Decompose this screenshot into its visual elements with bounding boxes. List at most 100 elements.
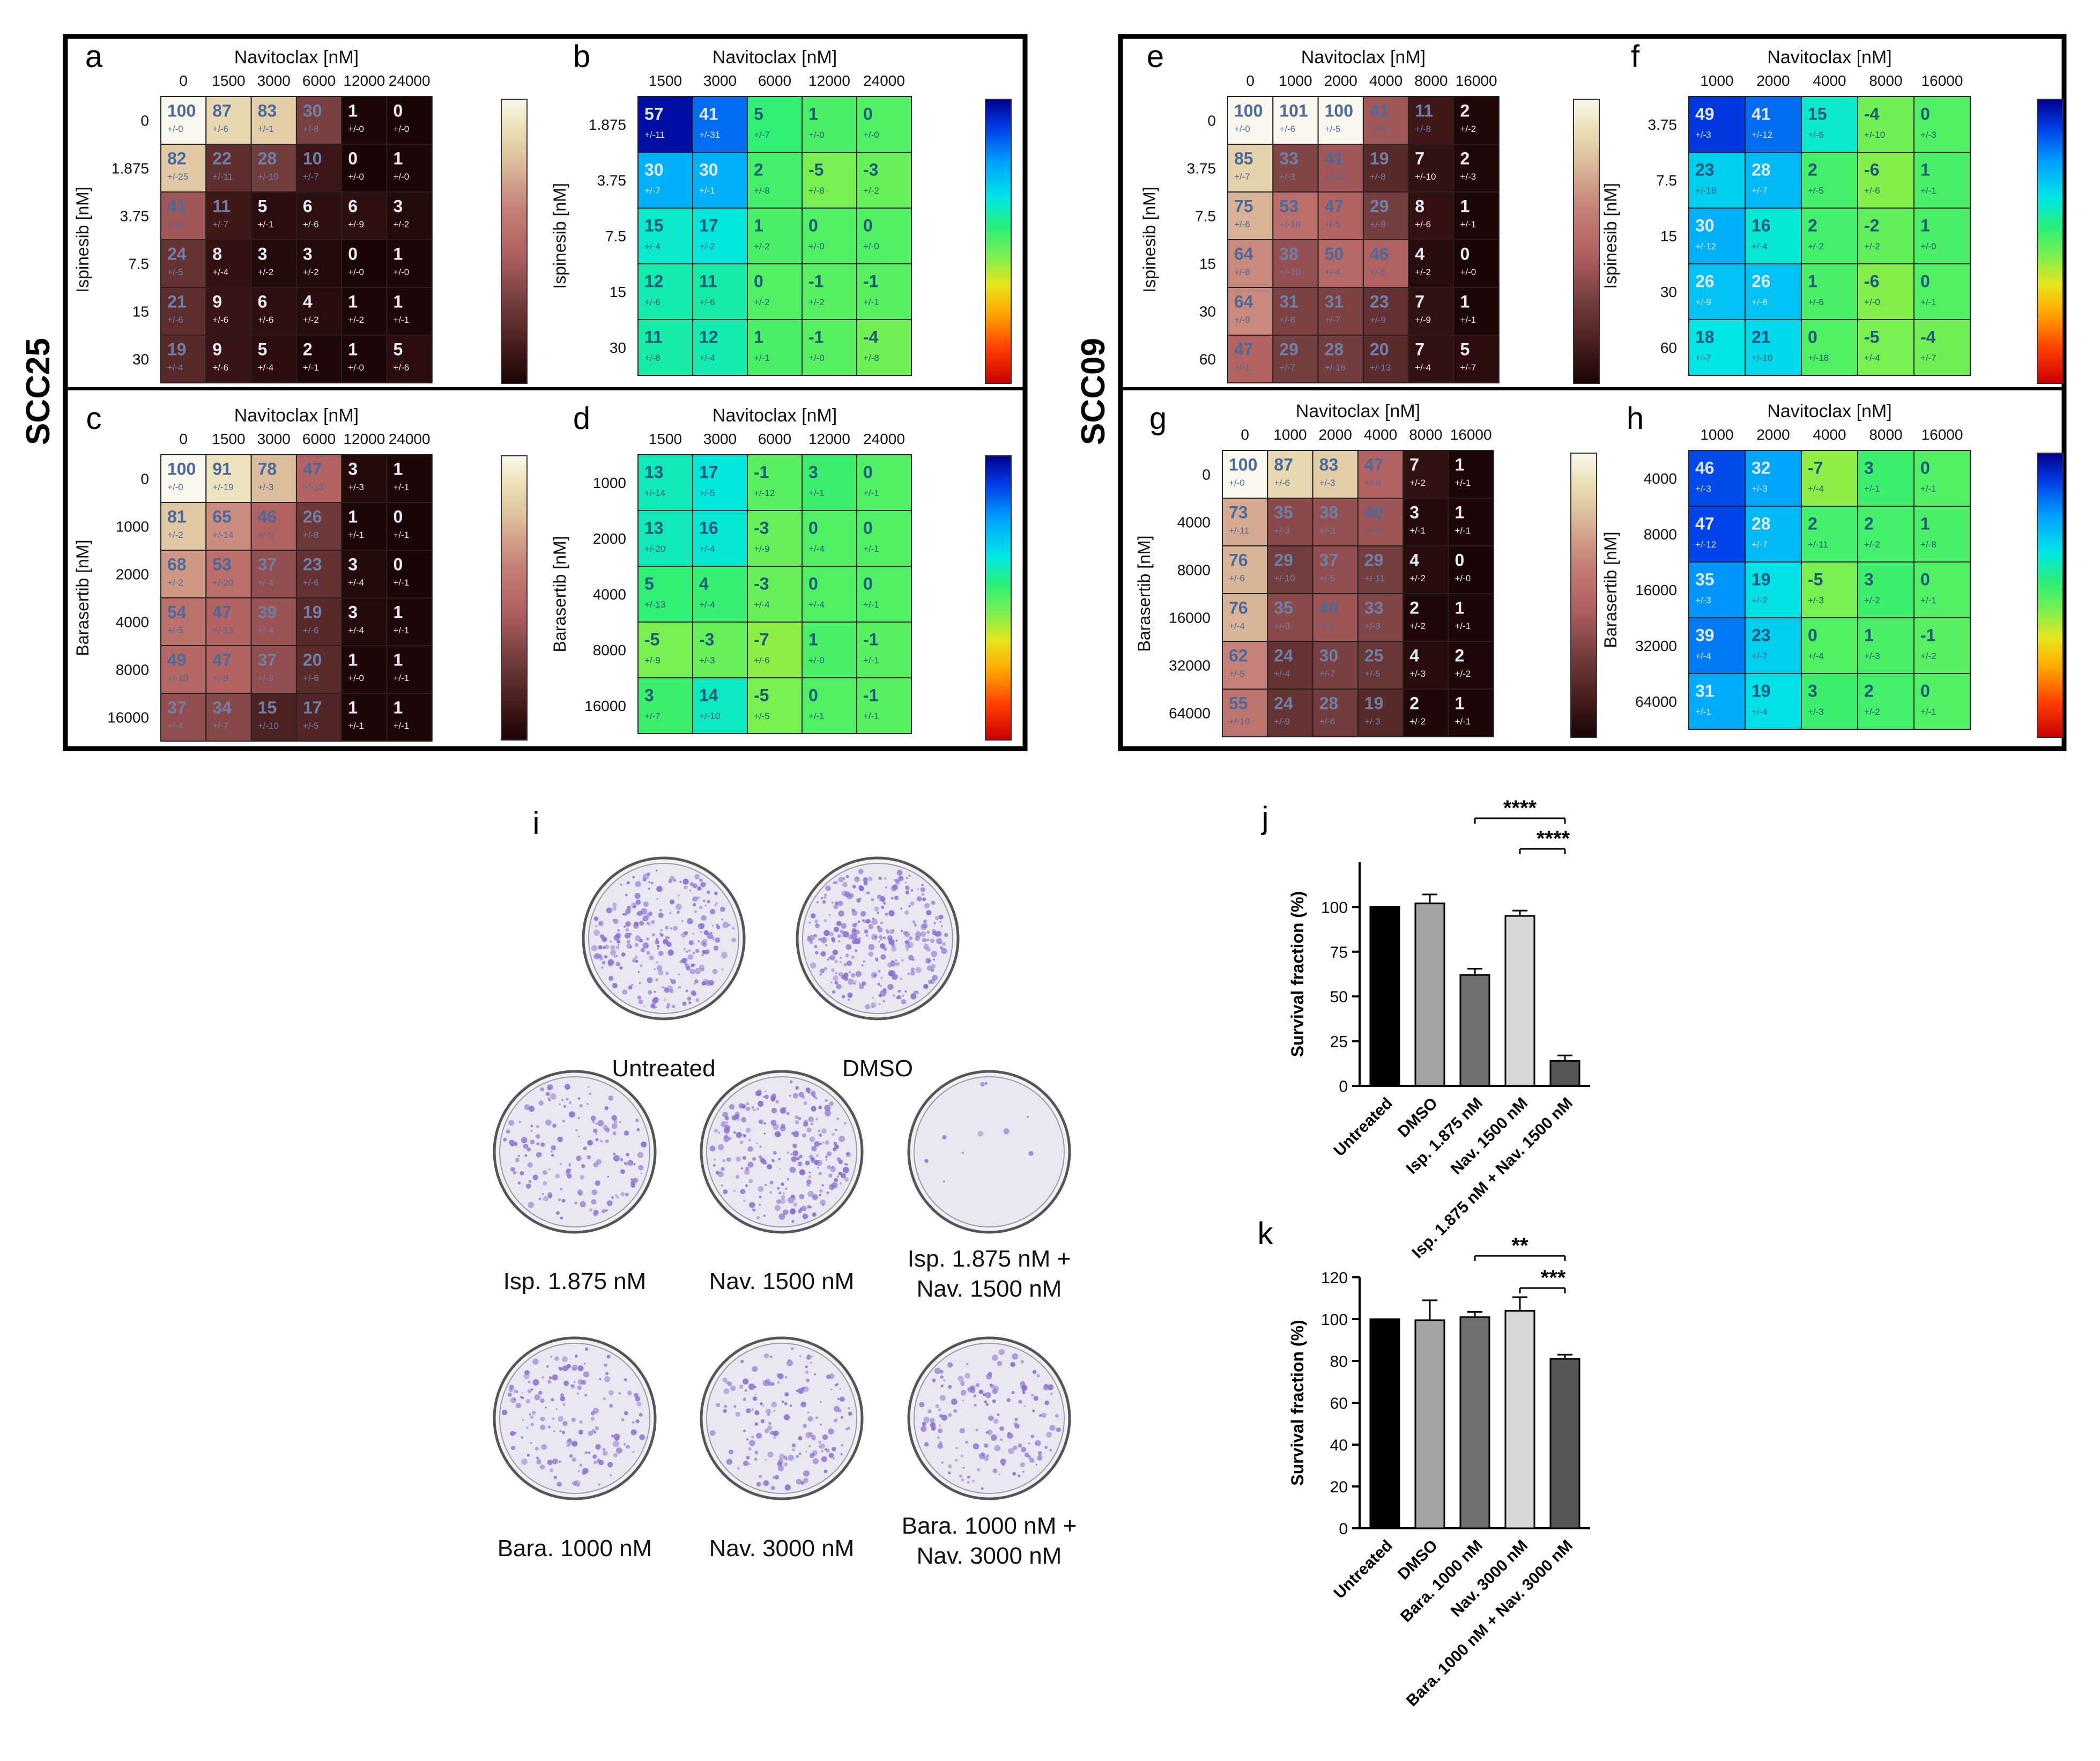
- colony: [669, 912, 672, 915]
- heatmap-cell: [295, 693, 343, 742]
- y-tick-label: 32000: [1169, 657, 1211, 674]
- x-tick-label: 4000: [1813, 426, 1846, 443]
- colony: [748, 1138, 752, 1142]
- colorbar-f: [2037, 99, 2064, 384]
- y-tick-label: 100: [1321, 1311, 1348, 1329]
- colony: [626, 928, 629, 932]
- colony: [556, 1211, 560, 1215]
- colony: [826, 1191, 829, 1194]
- heatmap-cell: [747, 152, 803, 209]
- colony: [831, 1133, 835, 1136]
- colony: [819, 1133, 822, 1137]
- colony: [548, 1168, 551, 1171]
- heatmap-cell: [692, 566, 748, 623]
- colony: [759, 1145, 762, 1148]
- heatmap-cell: [1362, 96, 1409, 145]
- colony: [789, 1166, 796, 1173]
- cell-value: 0: [863, 519, 873, 538]
- colony: [848, 1407, 850, 1410]
- dish-caption-line: Isp. 1.875 nM: [503, 1268, 647, 1294]
- y-tick-label: 60: [1199, 351, 1216, 368]
- cell-sd: +/-0: [394, 124, 410, 134]
- colony: [751, 1408, 754, 1411]
- colony: [517, 1181, 521, 1185]
- colony: [811, 1123, 813, 1126]
- colony: [571, 1417, 576, 1423]
- colony: [727, 1381, 732, 1387]
- colony: [906, 877, 909, 879]
- colony: [688, 1001, 692, 1004]
- colony: [814, 919, 819, 923]
- cell-sd: +/-1: [1864, 484, 1880, 494]
- colony: [986, 1431, 989, 1434]
- heatmap-cell: [1408, 144, 1455, 193]
- colony: [643, 901, 649, 907]
- cell-value: 22: [212, 149, 232, 168]
- colony: [506, 1129, 510, 1134]
- colony: [1021, 1385, 1028, 1390]
- colony: [627, 1159, 634, 1166]
- cell-value: 2: [1864, 514, 1874, 534]
- colony: [603, 1124, 609, 1130]
- y-tick-label: 16000: [1169, 610, 1211, 626]
- colony: [612, 983, 618, 988]
- colony: [748, 1383, 755, 1390]
- colony: [808, 1445, 811, 1447]
- colony: [807, 1416, 813, 1422]
- colony: [726, 1121, 729, 1123]
- colony: [639, 1412, 643, 1417]
- colony: [1023, 1405, 1026, 1407]
- cell-value: 1: [1455, 455, 1465, 474]
- cell-value: 68: [167, 554, 187, 574]
- cell-value: 13: [644, 519, 664, 538]
- colony: [635, 1118, 639, 1122]
- colony: [931, 900, 936, 905]
- heatmap-cell: [1362, 335, 1409, 383]
- colony: [961, 1478, 964, 1482]
- heatmap-cell: [295, 335, 343, 383]
- x-tick-label: 1500: [212, 431, 245, 447]
- dish-caption-line: Untreated: [612, 1055, 716, 1082]
- heatmap-cell: [386, 454, 433, 503]
- colony: [791, 1132, 794, 1135]
- colony: [792, 1195, 796, 1198]
- heatmap-cell: [747, 96, 803, 153]
- cell-sd: +/-4: [348, 625, 364, 635]
- colony: [798, 1436, 803, 1440]
- colony: [758, 1155, 762, 1159]
- cell-sd: +/-4: [1864, 353, 1880, 363]
- colony: [739, 1140, 744, 1144]
- colony: [833, 1418, 838, 1423]
- colony: [546, 1092, 550, 1096]
- heatmap-cell: [1272, 287, 1319, 336]
- colony: [602, 1448, 605, 1451]
- y-tick-label: 3.75: [1187, 160, 1216, 177]
- colony: [635, 1396, 641, 1402]
- colony: [590, 1411, 595, 1416]
- colony: [541, 1444, 547, 1450]
- colony: [939, 1395, 946, 1401]
- cell-value: -1: [863, 272, 878, 291]
- colony: [808, 1171, 811, 1174]
- cell-value: 41: [167, 196, 187, 216]
- colony: [919, 1402, 925, 1408]
- colony: [1036, 1374, 1040, 1378]
- colony: [555, 1174, 560, 1179]
- colony: [619, 966, 623, 970]
- colony: [845, 1427, 849, 1431]
- cell-value: 28: [1752, 514, 1771, 534]
- colony: [713, 1164, 716, 1167]
- colony: [737, 1118, 740, 1121]
- colony: [818, 1105, 822, 1109]
- cell-value: 3: [303, 244, 313, 263]
- y-tick-label: 75: [1330, 944, 1348, 961]
- heatmap-e: e Navitoclax [nM]0 1000 2000 4000 8000 1600003…: [1140, 39, 1600, 384]
- colony: [576, 1156, 582, 1161]
- colony: [848, 1411, 852, 1416]
- colony: [606, 1200, 613, 1207]
- colony: [770, 1485, 775, 1490]
- colony: [646, 945, 649, 948]
- y-tick-label: 0: [1207, 113, 1216, 129]
- colony: [904, 943, 911, 949]
- x-tick-label: 24000: [863, 72, 905, 89]
